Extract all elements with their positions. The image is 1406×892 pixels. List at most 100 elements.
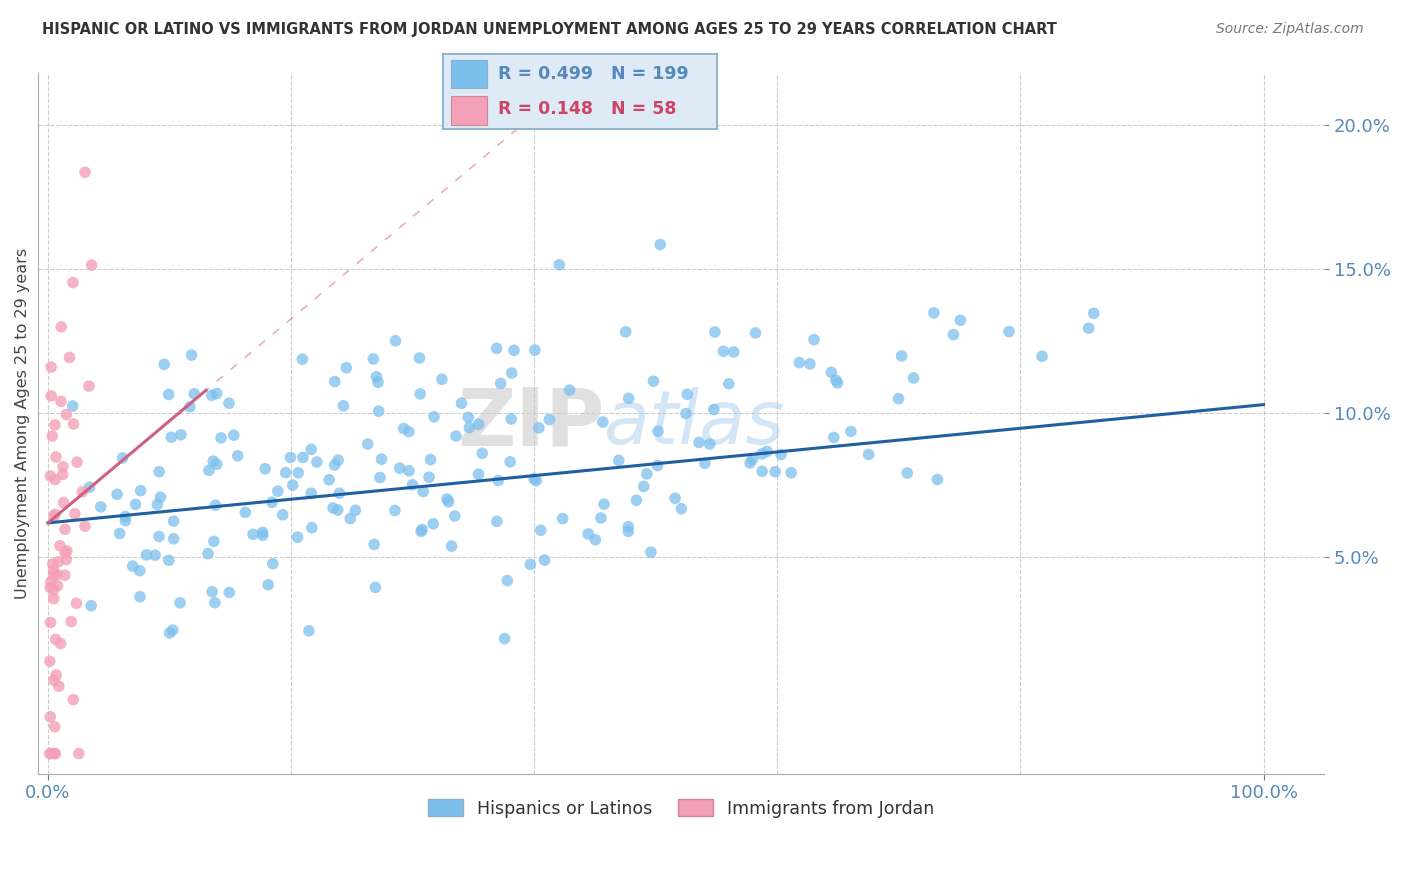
Point bbox=[713, 344, 735, 359]
Point bbox=[201, 388, 224, 402]
Point bbox=[922, 306, 945, 320]
Point bbox=[332, 399, 354, 413]
Point bbox=[129, 590, 152, 604]
Text: R = 0.499   N = 199: R = 0.499 N = 199 bbox=[498, 65, 689, 83]
Point bbox=[45, 450, 67, 464]
Point bbox=[202, 534, 225, 549]
Text: R = 0.148   N = 58: R = 0.148 N = 58 bbox=[498, 100, 676, 118]
Point bbox=[593, 497, 616, 511]
Y-axis label: Unemployment Among Ages 25 to 29 years: Unemployment Among Ages 25 to 29 years bbox=[15, 248, 30, 599]
Point bbox=[135, 548, 157, 562]
Point bbox=[262, 557, 284, 571]
Point bbox=[73, 519, 96, 533]
FancyBboxPatch shape bbox=[451, 60, 486, 88]
Point bbox=[183, 386, 205, 401]
Point bbox=[49, 394, 72, 409]
Point bbox=[890, 349, 912, 363]
Point bbox=[65, 596, 87, 610]
Point bbox=[48, 555, 70, 569]
Point bbox=[401, 478, 423, 492]
Point bbox=[675, 407, 697, 421]
Point bbox=[744, 326, 766, 340]
Point bbox=[392, 421, 415, 435]
Point bbox=[121, 559, 143, 574]
Point bbox=[489, 376, 512, 391]
Point bbox=[77, 379, 100, 393]
Point bbox=[664, 491, 686, 506]
Point bbox=[51, 319, 73, 334]
Point bbox=[45, 668, 67, 682]
Point bbox=[548, 258, 571, 272]
Point bbox=[322, 500, 344, 515]
Point bbox=[538, 412, 561, 426]
Point bbox=[617, 519, 640, 533]
Point bbox=[80, 599, 103, 613]
Point bbox=[367, 376, 389, 390]
Point bbox=[458, 420, 481, 434]
Point bbox=[551, 511, 574, 525]
Point bbox=[53, 522, 76, 536]
Point bbox=[485, 514, 508, 528]
Point bbox=[39, 360, 62, 375]
Point bbox=[903, 371, 925, 385]
Point bbox=[44, 747, 66, 761]
Point bbox=[780, 466, 803, 480]
Point bbox=[114, 509, 136, 524]
Text: Source: ZipAtlas.com: Source: ZipAtlas.com bbox=[1216, 22, 1364, 37]
Point bbox=[233, 505, 256, 519]
Point bbox=[323, 375, 346, 389]
Point bbox=[896, 466, 918, 480]
Point bbox=[209, 431, 232, 445]
Point bbox=[370, 452, 392, 467]
Point bbox=[62, 399, 84, 413]
Point bbox=[157, 387, 180, 401]
Point bbox=[398, 464, 420, 478]
Point bbox=[42, 591, 65, 606]
Point bbox=[170, 427, 193, 442]
Point bbox=[198, 463, 221, 477]
Point bbox=[607, 453, 630, 467]
Legend: Hispanics or Latinos, Immigrants from Jordan: Hispanics or Latinos, Immigrants from Jo… bbox=[422, 792, 941, 825]
Point bbox=[626, 493, 648, 508]
Point bbox=[42, 569, 65, 583]
Point bbox=[63, 507, 86, 521]
Point bbox=[471, 446, 494, 460]
Point bbox=[789, 355, 811, 369]
Point bbox=[260, 495, 283, 509]
Point bbox=[169, 596, 191, 610]
Point bbox=[291, 352, 314, 367]
Point bbox=[827, 376, 849, 390]
Point bbox=[769, 448, 792, 462]
Point bbox=[39, 389, 62, 403]
Point bbox=[444, 429, 467, 443]
Point bbox=[799, 357, 821, 371]
Point bbox=[763, 465, 786, 479]
Point bbox=[38, 654, 60, 668]
Point bbox=[197, 547, 219, 561]
Point bbox=[301, 521, 323, 535]
Point bbox=[339, 511, 361, 525]
Point bbox=[62, 417, 84, 431]
Point bbox=[643, 374, 665, 388]
Point bbox=[717, 376, 740, 391]
Point bbox=[650, 237, 672, 252]
Point bbox=[384, 503, 406, 517]
Point bbox=[519, 558, 541, 572]
Point bbox=[128, 564, 150, 578]
Point bbox=[114, 514, 136, 528]
Point bbox=[756, 444, 779, 458]
Point bbox=[949, 313, 972, 327]
Point bbox=[751, 447, 773, 461]
Point bbox=[280, 450, 302, 465]
Point bbox=[825, 373, 848, 387]
Point bbox=[418, 470, 440, 484]
Point bbox=[73, 165, 96, 179]
Point bbox=[503, 343, 526, 358]
Point bbox=[291, 450, 314, 465]
Point bbox=[423, 409, 446, 424]
Point bbox=[614, 325, 637, 339]
Point bbox=[299, 442, 322, 457]
Point bbox=[46, 567, 69, 582]
Point bbox=[49, 636, 72, 650]
Point bbox=[398, 425, 420, 439]
